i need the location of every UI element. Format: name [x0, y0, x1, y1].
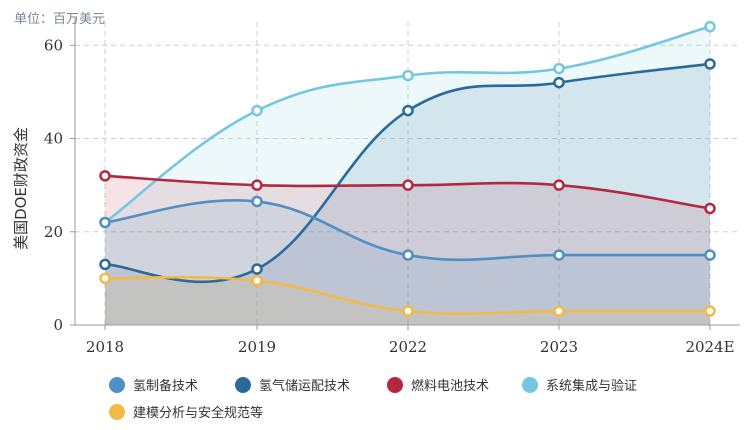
data-point [99, 216, 111, 229]
x-tick-label: 2018 [86, 338, 124, 356]
data-point [99, 272, 111, 285]
data-point [402, 104, 414, 117]
data-point [251, 274, 263, 287]
data-point [402, 305, 414, 317]
data-point [553, 179, 565, 191]
data-point [251, 195, 263, 208]
legend-label: 系统集成与验证 [546, 378, 637, 394]
data-point [402, 69, 414, 82]
data-point [251, 179, 263, 191]
data-point [704, 20, 716, 33]
legend-label: 氢气储运配技术 [259, 378, 350, 394]
y-tick-label: 0 [53, 316, 63, 334]
y-tick-label: 20 [44, 223, 63, 241]
data-point [553, 305, 565, 317]
y-tick-label: 40 [44, 130, 63, 148]
data-point [704, 202, 716, 215]
legend-label: 氢制备技术 [133, 378, 198, 394]
data-point [251, 104, 263, 117]
axis-layer: 0 20 40 60 2018 2019 2022 2023 2024E 美国DOE财政资金 [12, 18, 740, 356]
x-tick-label: 2023 [540, 338, 578, 356]
data-point [553, 76, 565, 89]
series-line [104, 62, 711, 284]
series-area [105, 200, 710, 325]
legend-label: 建模分析与安全规范等 [133, 405, 263, 421]
point-layer [99, 20, 716, 317]
legend-label: 燃料电池技术 [411, 378, 489, 394]
legend-marker [522, 377, 538, 393]
data-point [553, 62, 565, 75]
data-point [704, 58, 716, 70]
y-axis-title: 美国DOE财政资金 [12, 127, 30, 250]
legend-marker [235, 377, 251, 393]
data-point [553, 249, 565, 261]
y-tick-label: 60 [44, 36, 63, 54]
legend-marker [109, 377, 125, 393]
x-tick-label: 2022 [389, 338, 427, 356]
data-point [402, 179, 414, 191]
unit-label: 单位：百万美元 [14, 12, 106, 27]
data-point [402, 249, 414, 261]
legend-marker [387, 377, 403, 393]
data-point [99, 170, 111, 182]
data-point [704, 249, 716, 261]
x-tick-label: 2019 [238, 338, 276, 356]
x-tick-label: 2024E [685, 338, 734, 356]
data-point [251, 263, 263, 275]
data-point [704, 305, 716, 317]
legend-marker [109, 404, 125, 420]
data-point [99, 258, 111, 271]
